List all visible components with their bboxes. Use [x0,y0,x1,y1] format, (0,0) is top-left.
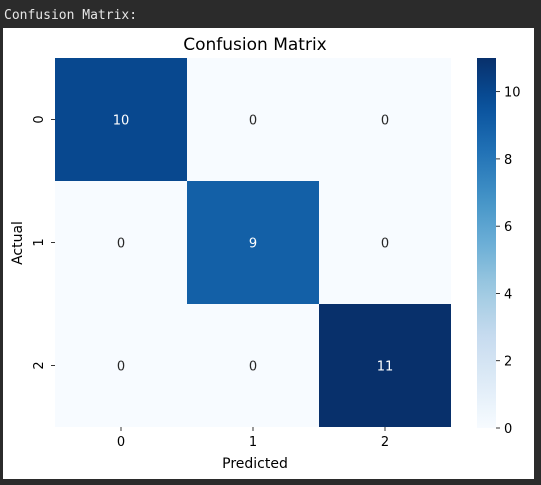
chart-title: Confusion Matrix [183,35,327,55]
heatmap-cell [187,304,319,427]
heatmap-cell [187,181,319,304]
x-axis-ticks: 0 1 2 [117,427,389,450]
heatmap-cell [187,58,319,181]
cell-value-label: 9 [249,237,257,252]
confusion-matrix-heatmap: Confusion Matrix 10 0 0 0 9 0 0 0 11 0 1 2 0 1 2 Pre… [10,35,521,472]
x-tick-label: 0 [117,435,125,450]
colorbar-ticks: 0 2 4 6 8 10 [496,86,521,437]
cell-value-label: 0 [117,360,125,375]
y-tick-label: 0 [32,115,47,123]
heatmap-cell [319,304,451,427]
heatmap-cell [55,304,187,427]
cell-value-label: 0 [381,237,389,252]
colorbar-tick-label: 10 [504,86,521,101]
x-tick-label: 1 [249,435,257,450]
heatmap-cell [55,58,187,181]
y-tick-label: 2 [32,361,47,369]
heatmap-cells [55,58,451,427]
console-output-header: Confusion Matrix: [4,8,138,23]
heatmap-cell [319,181,451,304]
cell-value-label: 10 [113,114,130,129]
heatmap-cell [55,181,187,304]
cell-value-label: 0 [249,360,257,375]
cell-value-label: 11 [377,360,394,375]
heatmap-cell [319,58,451,181]
x-axis-label: Predicted [222,456,288,472]
cell-value-label: 0 [249,114,257,129]
y-axis-ticks: 0 1 2 [32,115,55,370]
colorbar-tick-label: 6 [504,220,512,235]
colorbar-tick-label: 4 [504,287,512,302]
confusion-matrix-figure: Confusion Matrix 10 0 0 0 9 0 0 0 11 0 1 2 0 1 2 Pre… [3,28,534,479]
y-tick-label: 1 [32,238,47,246]
colorbar [477,58,496,428]
colorbar-tick-label: 2 [504,355,512,370]
x-tick-label: 2 [381,435,389,450]
cell-value-label: 0 [381,114,389,129]
heatmap-cell-labels: 10 0 0 0 9 0 0 0 11 [113,114,394,375]
y-axis-label: Actual [10,221,26,265]
colorbar-tick-label: 0 [504,422,512,437]
colorbar-tick-label: 8 [504,153,512,168]
cell-value-label: 0 [117,237,125,252]
